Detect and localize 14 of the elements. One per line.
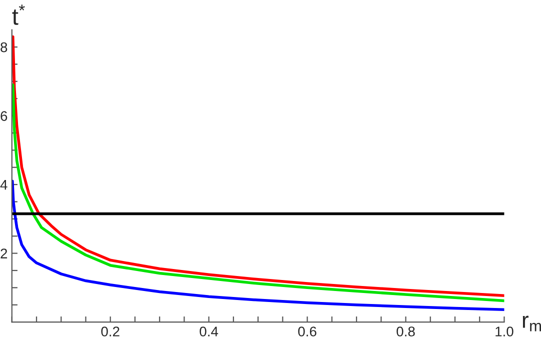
x-tick-label: 1.0 <box>496 326 514 336</box>
x-tick-label: 0.2 <box>101 326 120 336</box>
y-tick-label: 8 <box>0 42 8 52</box>
line-series <box>12 83 504 302</box>
line-series <box>12 180 504 312</box>
y-tick-label: 4 <box>0 180 8 190</box>
y-tick-label: 2 <box>0 248 8 258</box>
x-tick-label: 0.6 <box>298 326 316 336</box>
x-tick-label: 0.8 <box>396 326 415 336</box>
y-axis-title: t$^{*}$ <box>12 4 25 25</box>
x-axis-title: r$_{m}$ <box>522 316 541 332</box>
line-series <box>12 35 504 297</box>
x-tick-label: 0.4 <box>200 326 218 336</box>
y-tick-label: 6 <box>0 111 8 121</box>
